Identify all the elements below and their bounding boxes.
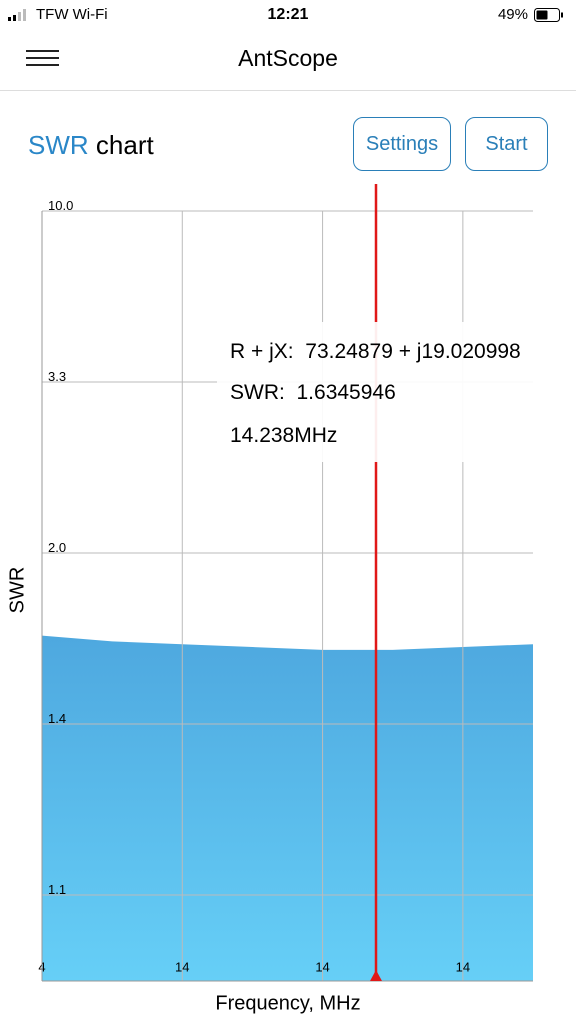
section-title: SWR chart bbox=[28, 130, 154, 161]
x-tick-label: 14 bbox=[175, 959, 189, 974]
signal-icon bbox=[8, 8, 26, 21]
x-tick-label: 14 bbox=[315, 959, 329, 974]
y-tick-label: 3.3 bbox=[48, 369, 66, 384]
time: 12:21 bbox=[267, 6, 309, 23]
tooltip: R + jX: 73.24879 + j19.020998 SWR: 1.634… bbox=[217, 322, 576, 462]
status-right: 49% bbox=[498, 6, 564, 23]
y-tick-label: 10.0 bbox=[48, 198, 73, 213]
x-axis-label: Frequency, MHz bbox=[215, 992, 360, 1014]
start-button[interactable]: Start bbox=[465, 117, 548, 171]
battery-text: 49% bbox=[497, 6, 528, 23]
y-axis-label: SWR bbox=[6, 567, 28, 614]
y-tick-label: 1.1 bbox=[48, 882, 66, 897]
status-left: TFW Wi-Fi bbox=[8, 6, 108, 23]
title-accent: SWR bbox=[28, 130, 89, 160]
value: 1.6345946 bbox=[296, 381, 396, 404]
cursor-marker bbox=[370, 970, 382, 981]
tooltip-impedance: R + jX: 73.24879 + j19.020998 bbox=[230, 340, 521, 364]
y-tick-label: 2.0 bbox=[48, 540, 66, 555]
x-tick-label: 14 bbox=[456, 959, 470, 974]
title-rest: chart bbox=[95, 130, 154, 160]
settings-button[interactable]: Settings bbox=[353, 117, 451, 171]
app-title: AntScope bbox=[238, 45, 338, 71]
tooltip-swr: SWR: 1.6345946 bbox=[230, 381, 396, 405]
label: R + jX: bbox=[230, 340, 294, 363]
tooltip-frequency: 14.238MHz bbox=[230, 424, 338, 447]
carrier: TFW Wi-Fi bbox=[36, 6, 108, 23]
swr-area bbox=[42, 635, 533, 981]
menu-button[interactable] bbox=[26, 49, 60, 69]
value: 73.24879 + j19.020998 bbox=[305, 340, 521, 363]
header-divider bbox=[0, 90, 576, 91]
label: SWR: bbox=[230, 381, 285, 404]
battery-icon bbox=[534, 7, 563, 22]
y-tick-label: 1.4 bbox=[48, 711, 66, 726]
